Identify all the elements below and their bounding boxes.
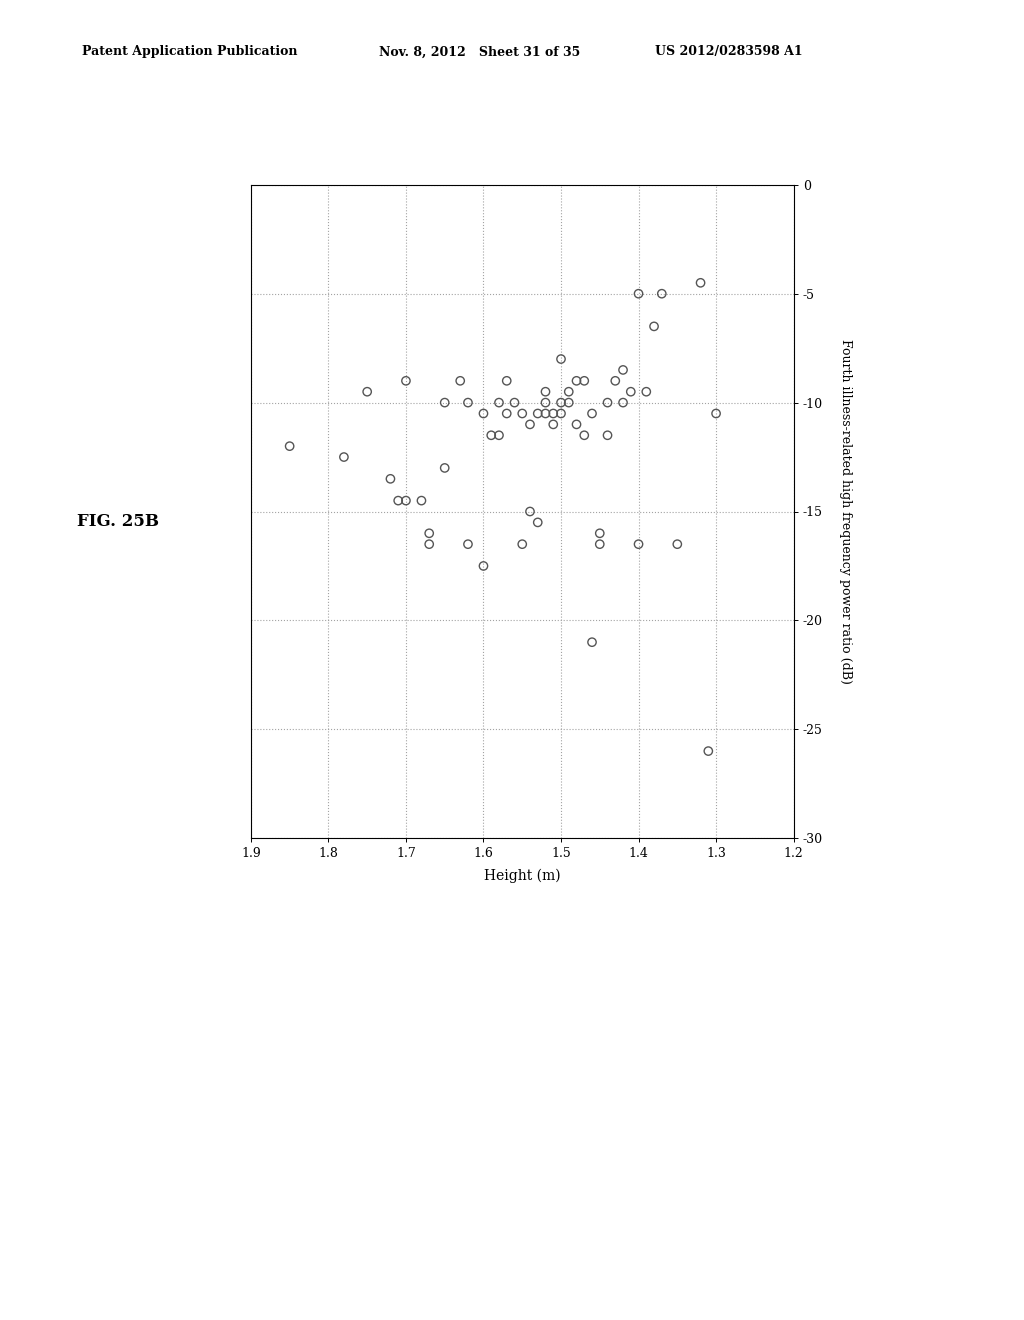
Point	[382, 469, 398, 490]
Point	[592, 533, 608, 554]
Text: US 2012/0283598 A1: US 2012/0283598 A1	[655, 45, 803, 58]
Point	[522, 500, 539, 521]
X-axis label: Height (m): Height (m)	[484, 869, 560, 883]
Point	[545, 414, 561, 436]
Point	[708, 403, 724, 424]
Point	[538, 381, 554, 403]
Point	[506, 392, 522, 413]
Point	[553, 392, 569, 413]
Point	[560, 392, 577, 413]
Point	[614, 359, 631, 380]
Point	[538, 403, 554, 424]
Point	[436, 392, 453, 413]
Point	[522, 414, 539, 436]
Point	[700, 741, 717, 762]
Point	[436, 457, 453, 478]
Point	[490, 392, 507, 413]
Point	[560, 381, 577, 403]
Point	[553, 403, 569, 424]
Point	[568, 414, 585, 436]
Point	[631, 284, 647, 305]
Point	[607, 370, 624, 391]
Point	[669, 533, 685, 554]
Point	[390, 490, 407, 511]
Point	[336, 446, 352, 467]
Point	[499, 403, 515, 424]
Point	[490, 425, 507, 446]
Point	[514, 403, 530, 424]
Point	[545, 403, 561, 424]
Point	[514, 533, 530, 554]
Point	[414, 490, 430, 511]
Point	[282, 436, 298, 457]
Point	[568, 370, 585, 391]
Point	[529, 403, 546, 424]
Y-axis label: Fourth illness-related high frequency power ratio (dB): Fourth illness-related high frequency po…	[840, 339, 852, 684]
Point	[577, 425, 593, 446]
Text: Nov. 8, 2012   Sheet 31 of 35: Nov. 8, 2012 Sheet 31 of 35	[379, 45, 581, 58]
Point	[577, 370, 593, 391]
Point	[397, 370, 414, 391]
Text: Patent Application Publication: Patent Application Publication	[82, 45, 297, 58]
Point	[584, 403, 600, 424]
Point	[614, 392, 631, 413]
Point	[475, 556, 492, 577]
Point	[538, 392, 554, 413]
Point	[623, 381, 639, 403]
Point	[421, 533, 437, 554]
Point	[460, 392, 476, 413]
Point	[599, 392, 615, 413]
Point	[452, 370, 468, 391]
Point	[499, 370, 515, 391]
Point	[653, 284, 670, 305]
Point	[592, 523, 608, 544]
Point	[553, 348, 569, 370]
Point	[460, 533, 476, 554]
Point	[631, 533, 647, 554]
Point	[475, 403, 492, 424]
Point	[692, 272, 709, 293]
Point	[421, 523, 437, 544]
Point	[397, 490, 414, 511]
Point	[584, 631, 600, 652]
Point	[646, 315, 663, 337]
Text: FIG. 25B: FIG. 25B	[77, 513, 159, 529]
Point	[529, 512, 546, 533]
Point	[599, 425, 615, 446]
Point	[638, 381, 654, 403]
Point	[359, 381, 376, 403]
Point	[483, 425, 500, 446]
